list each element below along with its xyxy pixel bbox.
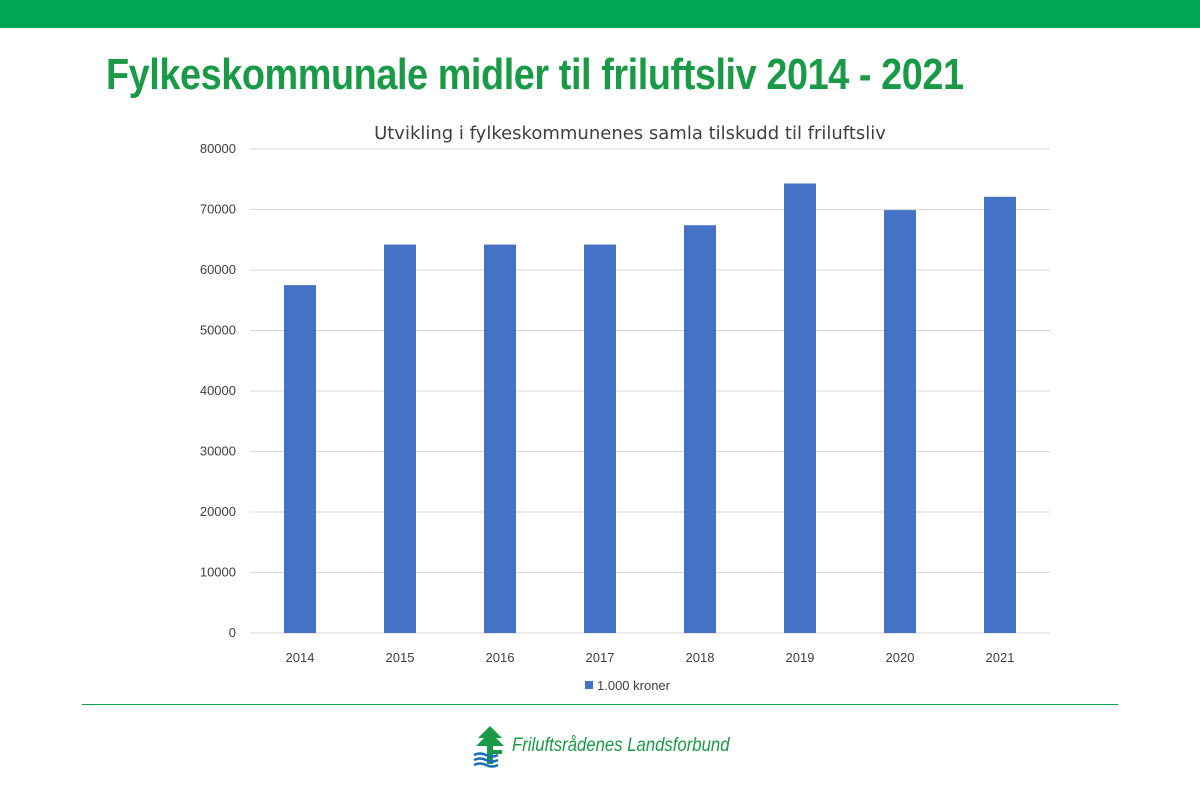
y-tick-label: 30000 (200, 444, 236, 459)
y-tick-label: 40000 (200, 383, 236, 398)
footer-divider (82, 704, 1118, 705)
x-tick-label: 2017 (586, 650, 615, 665)
top-green-band (0, 0, 1200, 28)
chart-container: Utvikling i fylkeskommunenes samla tilsk… (180, 112, 1080, 707)
bar (784, 183, 816, 634)
friluftsradene-logo-icon (473, 726, 504, 768)
x-tick-label: 2020 (886, 650, 915, 665)
bar (584, 244, 616, 633)
x-tick-label: 2019 (786, 650, 815, 665)
y-tick-label: 10000 (200, 565, 236, 580)
footer-brand: Friluftsrådenes Landsforbund (472, 724, 759, 768)
x-tick-label: 2016 (486, 650, 515, 665)
y-tick-label: 80000 (200, 141, 236, 156)
x-tick-label: 2018 (686, 650, 715, 665)
x-tick-label: 2014 (286, 650, 315, 665)
x-tick-label: 2015 (386, 650, 415, 665)
legend-label: 1.000 kroner (597, 678, 671, 693)
brand-name: Friluftsrådenes Landsforbund (512, 735, 730, 756)
y-tick-label: 60000 (200, 262, 236, 277)
bar (284, 285, 316, 633)
y-tick-label: 0 (229, 625, 236, 640)
y-tick-label: 50000 (200, 323, 236, 338)
bar (984, 196, 1016, 634)
y-tick-label: 20000 (200, 504, 236, 519)
y-tick-label: 70000 (200, 202, 236, 217)
bar (884, 210, 916, 633)
bar (484, 244, 516, 633)
chart-title: Utvikling i fylkeskommunenes samla tilsk… (374, 123, 886, 144)
bar (684, 225, 716, 633)
bar (384, 244, 416, 633)
legend-swatch (585, 681, 593, 689)
bar-chart: Utvikling i fylkeskommunenes samla tilsk… (200, 123, 1050, 693)
x-tick-label: 2021 (986, 650, 1015, 665)
slide-title: Fylkeskommunale midler til friluftsliv 2… (106, 50, 964, 99)
